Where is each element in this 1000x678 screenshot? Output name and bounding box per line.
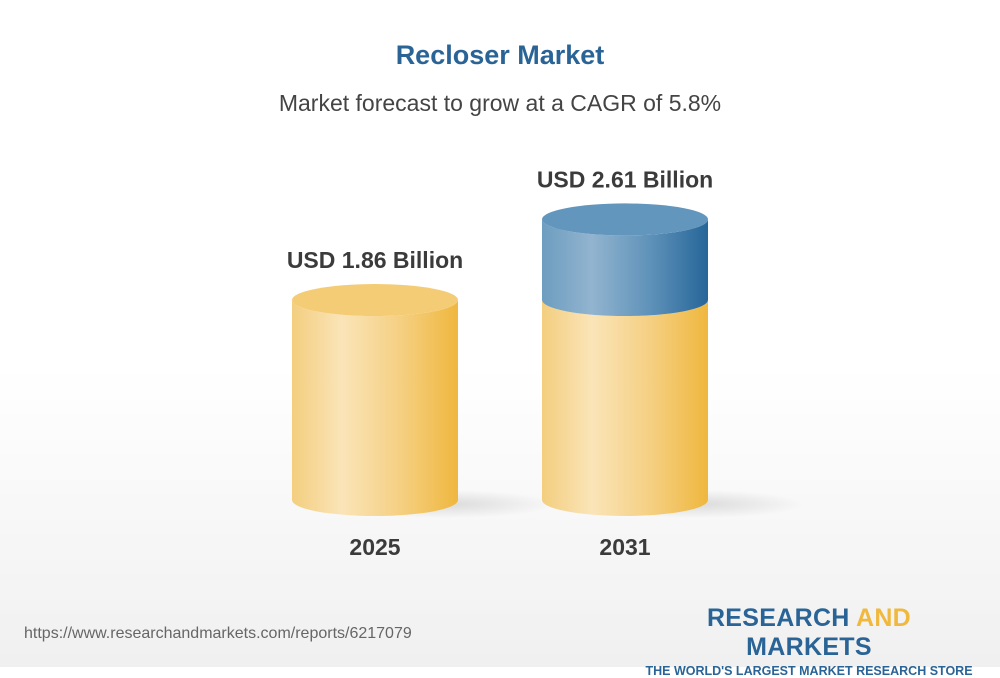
chart-subtitle: Market forecast to grow at a CAGR of 5.8… — [278, 90, 722, 116]
x-tick-label: 2025 — [349, 534, 400, 560]
chart-title: Recloser Market — [395, 40, 605, 70]
source-url[interactable]: https://www.researchandmarkets.com/repor… — [24, 625, 412, 642]
data-label: USD 2.61 Billion — [537, 166, 713, 192]
cylinder-chart: USD 1.86 Billion 2025 USD 2.61 Billion 2031 — [287, 166, 805, 560]
cylinder-body-2025 — [292, 300, 458, 516]
cylinder-top-2031 — [542, 203, 708, 236]
x-tick-label: 2031 — [599, 534, 650, 560]
data-label: USD 1.86 Billion — [287, 247, 463, 273]
cylinder-base-segment-2031 — [542, 300, 708, 516]
cylinder-top-2025 — [292, 284, 458, 317]
cylinder-growth-segment-2031 — [542, 219, 708, 317]
